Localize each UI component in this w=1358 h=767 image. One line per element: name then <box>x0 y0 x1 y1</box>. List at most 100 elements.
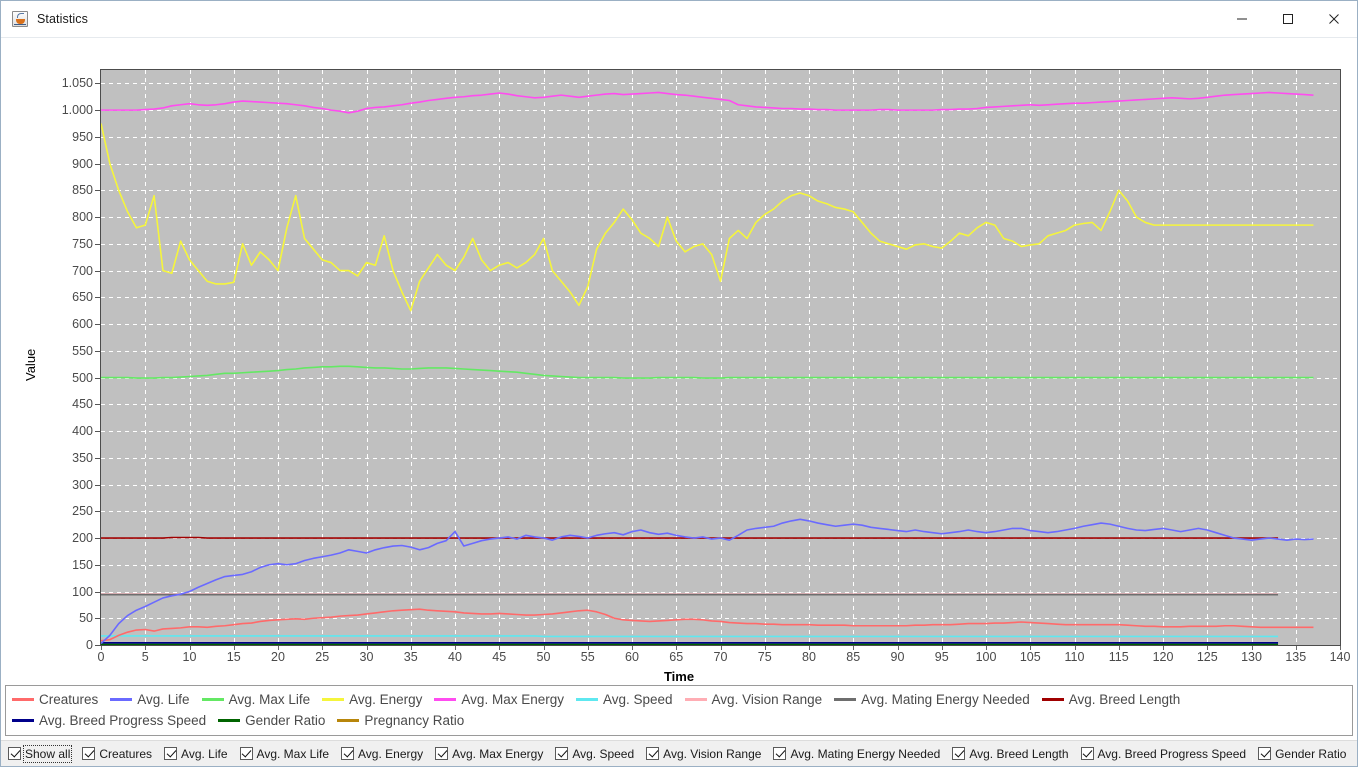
maximize-button[interactable] <box>1265 1 1311 37</box>
x-axis-tick-label: 100 <box>975 650 997 664</box>
checkbox-box[interactable] <box>1080 747 1094 760</box>
series-checkbox-avg-mating-energy-needed[interactable]: Avg. Mating Energy Needed <box>773 747 940 761</box>
grid-line-vertical <box>764 70 766 645</box>
x-axis-tick-mark <box>145 646 147 650</box>
legend-item[interactable]: Avg. Max Energy <box>434 690 564 709</box>
chart-panel: Creature Statistics Value Time 050100150… <box>1 38 1357 740</box>
series-checkbox-avg-breed-progress-speed[interactable]: Avg. Breed Progress Speed <box>1080 747 1246 761</box>
legend-label: Creatures <box>39 692 99 707</box>
legend-color-swatch <box>12 698 34 701</box>
x-axis-tick-mark <box>587 646 589 650</box>
x-axis-tick-mark <box>1118 646 1120 650</box>
x-axis-tick-label: 120 <box>1152 650 1174 664</box>
grid-line-vertical <box>233 70 235 645</box>
legend-label: Avg. Speed <box>602 692 673 707</box>
series-checkbox-avg-breed-length[interactable]: Avg. Breed Length <box>952 747 1069 761</box>
grid-line-vertical <box>1074 70 1076 645</box>
checkbox-box[interactable] <box>1258 747 1272 760</box>
checkbox-box[interactable] <box>8 747 21 760</box>
grid-line-vertical <box>1207 70 1209 645</box>
checkbox-box[interactable] <box>555 747 569 760</box>
y-axis-tick-mark <box>95 217 100 219</box>
x-axis-tick-label: 25 <box>315 650 330 664</box>
legend-item[interactable]: Avg. Breed Progress Speed <box>12 711 206 730</box>
series-line <box>101 92 1313 112</box>
legend-color-swatch <box>110 698 133 701</box>
series-checkbox-gender-ratio[interactable]: Gender Ratio <box>1258 747 1346 761</box>
legend-color-swatch <box>1041 698 1064 701</box>
series-checkbox-avg-energy[interactable]: Avg. Energy <box>341 747 423 761</box>
y-axis-tick-label: 600 <box>72 317 93 332</box>
series-checkbox-avg-vision-range[interactable]: Avg. Vision Range <box>646 747 761 761</box>
x-axis-tick-label: 90 <box>890 650 905 664</box>
x-axis-tick-label: 65 <box>669 650 684 664</box>
series-checkbox-show-all[interactable]: Show all <box>8 744 73 763</box>
legend-label: Avg. Breed Length <box>1068 692 1181 707</box>
grid-line-vertical <box>676 70 678 645</box>
x-axis-tick-mark <box>676 646 678 650</box>
legend-item[interactable]: Avg. Max Life <box>201 690 310 709</box>
y-axis-tick-mark <box>95 377 100 379</box>
close-button[interactable] <box>1311 1 1357 37</box>
x-axis-tick-mark <box>455 646 456 650</box>
y-axis-tick-label: 450 <box>72 397 93 412</box>
y-axis-tick-label: 500 <box>72 370 93 385</box>
grid-line-horizontal <box>101 645 1340 646</box>
x-axis-tick-label: 85 <box>846 650 861 664</box>
checkbox-box[interactable] <box>773 747 787 760</box>
y-axis-tick-mark <box>95 591 100 593</box>
y-axis-label: Value <box>23 348 38 381</box>
y-axis-tick-mark <box>95 564 100 566</box>
checkbox-box[interactable] <box>164 747 178 760</box>
y-axis-tick-label: 800 <box>72 210 93 225</box>
y-axis-tick-label: 1.050 <box>61 76 93 91</box>
legend-item[interactable]: Avg. Speed <box>575 690 673 709</box>
y-axis-tick-mark <box>95 297 100 299</box>
minimize-button[interactable] <box>1219 1 1265 37</box>
legend-item[interactable]: Avg. Vision Range <box>684 690 822 709</box>
grid-line-vertical <box>809 70 810 645</box>
x-axis-tick-label: 10 <box>182 650 197 664</box>
y-axis-tick-label: 950 <box>72 129 93 144</box>
legend-label: Avg. Max Energy <box>461 692 564 707</box>
legend-label: Avg. Energy <box>349 692 423 707</box>
legend-item[interactable]: Creatures <box>12 690 98 709</box>
grid-line-vertical <box>1295 70 1297 645</box>
y-axis-tick-mark <box>95 538 100 540</box>
x-axis-tick-mark <box>322 646 324 650</box>
checkbox-box[interactable] <box>646 747 660 760</box>
legend-item[interactable]: Avg. Energy <box>322 690 422 709</box>
java-coffee-cup-icon <box>12 11 28 27</box>
checkbox-label: Show all <box>22 744 73 763</box>
legend-item[interactable]: Avg. Mating Energy Needed <box>834 690 1030 709</box>
series-checkbox-creatures[interactable]: Creatures <box>82 747 152 761</box>
series-checkbox-avg-life[interactable]: Avg. Life <box>164 747 228 761</box>
grid-line-vertical <box>1251 70 1253 645</box>
legend-item[interactable]: Avg. Life <box>110 690 190 709</box>
checkbox-box[interactable] <box>435 747 449 760</box>
checkbox-box[interactable] <box>82 747 96 760</box>
x-axis-tick-label: 70 <box>713 650 728 664</box>
plot-area <box>100 69 1341 646</box>
legend-color-swatch <box>434 698 457 701</box>
y-axis-tick-label: 900 <box>72 156 93 171</box>
y-axis-tick-mark <box>95 324 100 326</box>
y-axis-tick-label: 0 <box>86 638 93 652</box>
legend-item[interactable]: Avg. Breed Length <box>1041 690 1181 709</box>
series-checkbox-avg-speed[interactable]: Avg. Speed <box>555 747 634 761</box>
legend-color-swatch <box>322 698 345 701</box>
grid-line-vertical <box>587 70 589 645</box>
series-checkbox-avg-max-life[interactable]: Avg. Max Life <box>239 747 329 761</box>
checkbox-box[interactable] <box>952 747 966 760</box>
legend-item[interactable]: Gender Ratio <box>218 711 325 730</box>
checkbox-box[interactable] <box>341 747 355 760</box>
legend-item[interactable]: Pregnancy Ratio <box>337 711 464 730</box>
y-axis-tick-label: 200 <box>72 531 93 546</box>
x-axis-tick-mark <box>986 646 987 650</box>
x-axis-tick-mark <box>632 646 633 650</box>
checkbox-box[interactable] <box>239 747 253 760</box>
x-axis-tick-label: 60 <box>625 650 639 664</box>
legend-color-swatch <box>834 698 857 701</box>
x-axis-tick-mark <box>1163 646 1164 650</box>
series-checkbox-avg-max-energy[interactable]: Avg. Max Energy <box>435 747 543 761</box>
